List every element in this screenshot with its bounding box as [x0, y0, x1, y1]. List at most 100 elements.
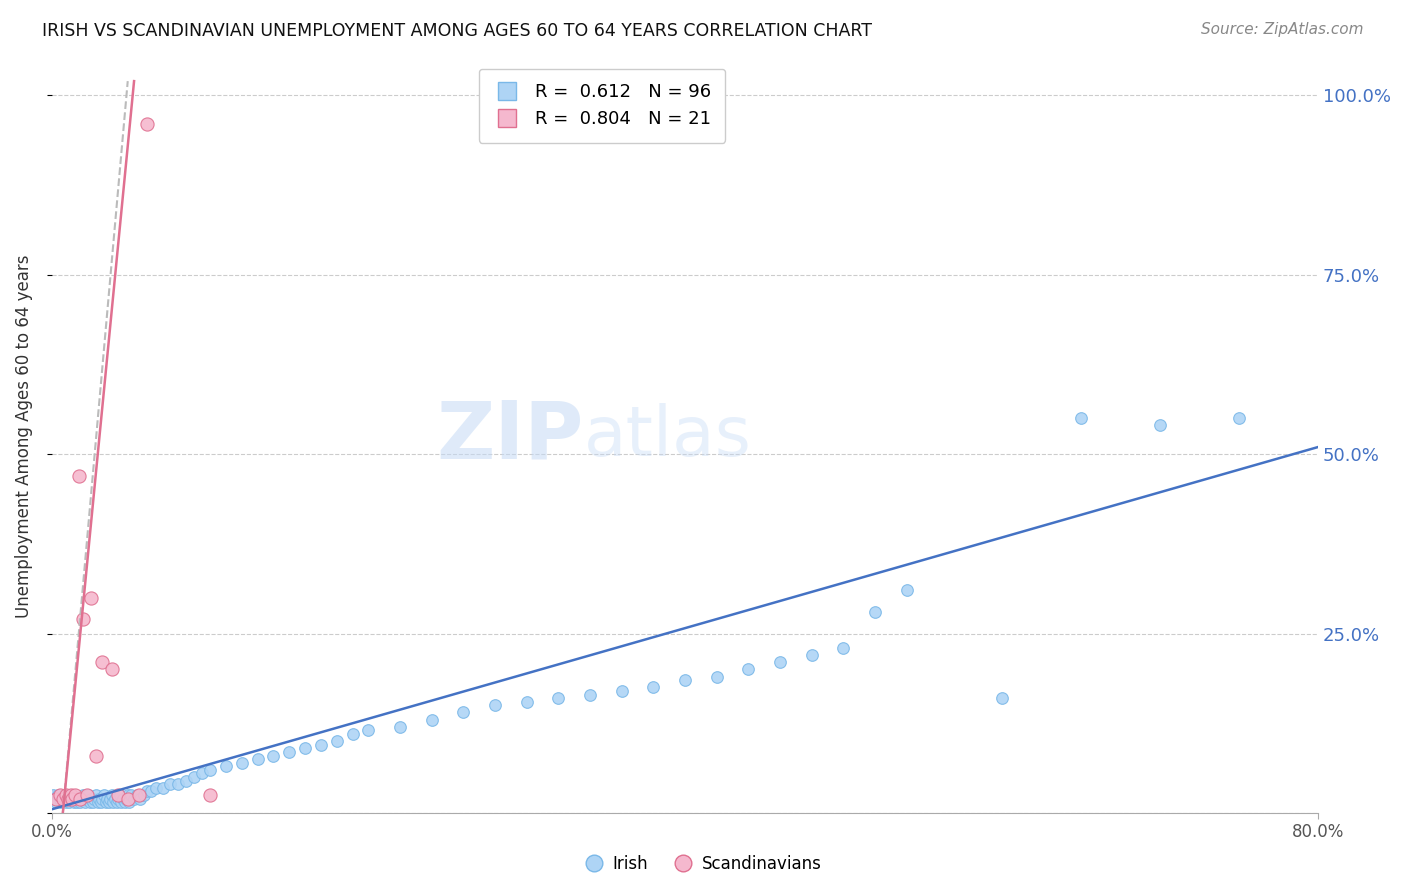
- Point: [117, 788, 139, 802]
- Point: [67, 468, 90, 483]
- Point: [167, 777, 190, 791]
- Point: [56, 791, 79, 805]
- Point: [101, 788, 124, 802]
- Point: [45, 795, 67, 809]
- Point: [83, 791, 105, 805]
- Point: [41, 791, 63, 805]
- Point: [357, 723, 380, 738]
- Y-axis label: Unemployment Among Ages 60 to 64 years: Unemployment Among Ages 60 to 64 years: [15, 254, 32, 618]
- Point: [76, 788, 98, 802]
- Point: [76, 791, 98, 805]
- Point: [115, 791, 138, 805]
- Point: [176, 773, 198, 788]
- Point: [990, 691, 1012, 706]
- Point: [120, 788, 142, 802]
- Point: [66, 795, 89, 809]
- Text: Source: ZipAtlas.com: Source: ZipAtlas.com: [1201, 22, 1364, 37]
- Point: [59, 791, 82, 805]
- Point: [45, 791, 67, 805]
- Point: [215, 759, 238, 773]
- Point: [91, 791, 114, 805]
- Point: [80, 591, 103, 605]
- Point: [278, 745, 301, 759]
- Point: [72, 612, 94, 626]
- Point: [82, 795, 104, 809]
- Point: [231, 756, 253, 770]
- Point: [800, 648, 823, 662]
- Point: [110, 795, 132, 809]
- Point: [1227, 411, 1250, 425]
- Text: atlas: atlas: [583, 403, 752, 470]
- Point: [48, 791, 70, 805]
- Point: [59, 788, 82, 802]
- Point: [122, 791, 145, 805]
- Point: [141, 784, 163, 798]
- Point: [129, 791, 152, 805]
- Point: [44, 791, 66, 805]
- Point: [73, 795, 96, 809]
- Point: [60, 791, 83, 805]
- Point: [673, 673, 696, 688]
- Point: [198, 788, 221, 802]
- Point: [610, 684, 633, 698]
- Point: [60, 788, 83, 802]
- Point: [42, 788, 65, 802]
- Point: [152, 780, 174, 795]
- Point: [90, 795, 112, 809]
- Point: [643, 681, 665, 695]
- Point: [48, 788, 70, 802]
- Point: [128, 788, 150, 802]
- Point: [69, 795, 91, 809]
- Point: [706, 670, 728, 684]
- Point: [97, 795, 120, 809]
- Point: [65, 788, 87, 802]
- Point: [101, 662, 124, 676]
- Point: [93, 788, 115, 802]
- Point: [86, 795, 108, 809]
- Point: [145, 780, 167, 795]
- Point: [117, 791, 139, 805]
- Point: [114, 795, 136, 809]
- Point: [127, 788, 149, 802]
- Point: [52, 791, 75, 805]
- Point: [294, 741, 316, 756]
- Point: [70, 791, 93, 805]
- Point: [58, 795, 80, 809]
- Point: [104, 791, 127, 805]
- Legend: Irish, Scandinavians: Irish, Scandinavians: [578, 848, 828, 880]
- Point: [107, 788, 129, 802]
- Point: [65, 791, 87, 805]
- Point: [132, 788, 155, 802]
- Point: [84, 748, 107, 763]
- Point: [79, 795, 101, 809]
- Point: [832, 640, 855, 655]
- Point: [56, 791, 79, 805]
- Point: [107, 791, 129, 805]
- Point: [579, 688, 602, 702]
- Point: [84, 788, 107, 802]
- Point: [103, 795, 125, 809]
- Point: [63, 795, 86, 809]
- Point: [118, 795, 141, 809]
- Point: [135, 784, 157, 798]
- Point: [342, 727, 364, 741]
- Point: [72, 788, 94, 802]
- Point: [94, 795, 117, 809]
- Point: [98, 791, 121, 805]
- Point: [516, 695, 538, 709]
- Point: [453, 706, 475, 720]
- Text: IRISH VS SCANDINAVIAN UNEMPLOYMENT AMONG AGES 60 TO 64 YEARS CORRELATION CHART: IRISH VS SCANDINAVIAN UNEMPLOYMENT AMONG…: [42, 22, 872, 40]
- Point: [183, 770, 205, 784]
- Legend: R =  0.612   N = 96, R =  0.804   N = 21: R = 0.612 N = 96, R = 0.804 N = 21: [478, 69, 725, 143]
- Point: [77, 788, 100, 802]
- Point: [52, 791, 75, 805]
- Point: [388, 720, 411, 734]
- Point: [159, 777, 181, 791]
- Point: [53, 788, 76, 802]
- Point: [1070, 411, 1092, 425]
- Point: [55, 788, 77, 802]
- Point: [191, 766, 214, 780]
- Point: [46, 788, 69, 802]
- Point: [769, 655, 792, 669]
- Point: [246, 752, 269, 766]
